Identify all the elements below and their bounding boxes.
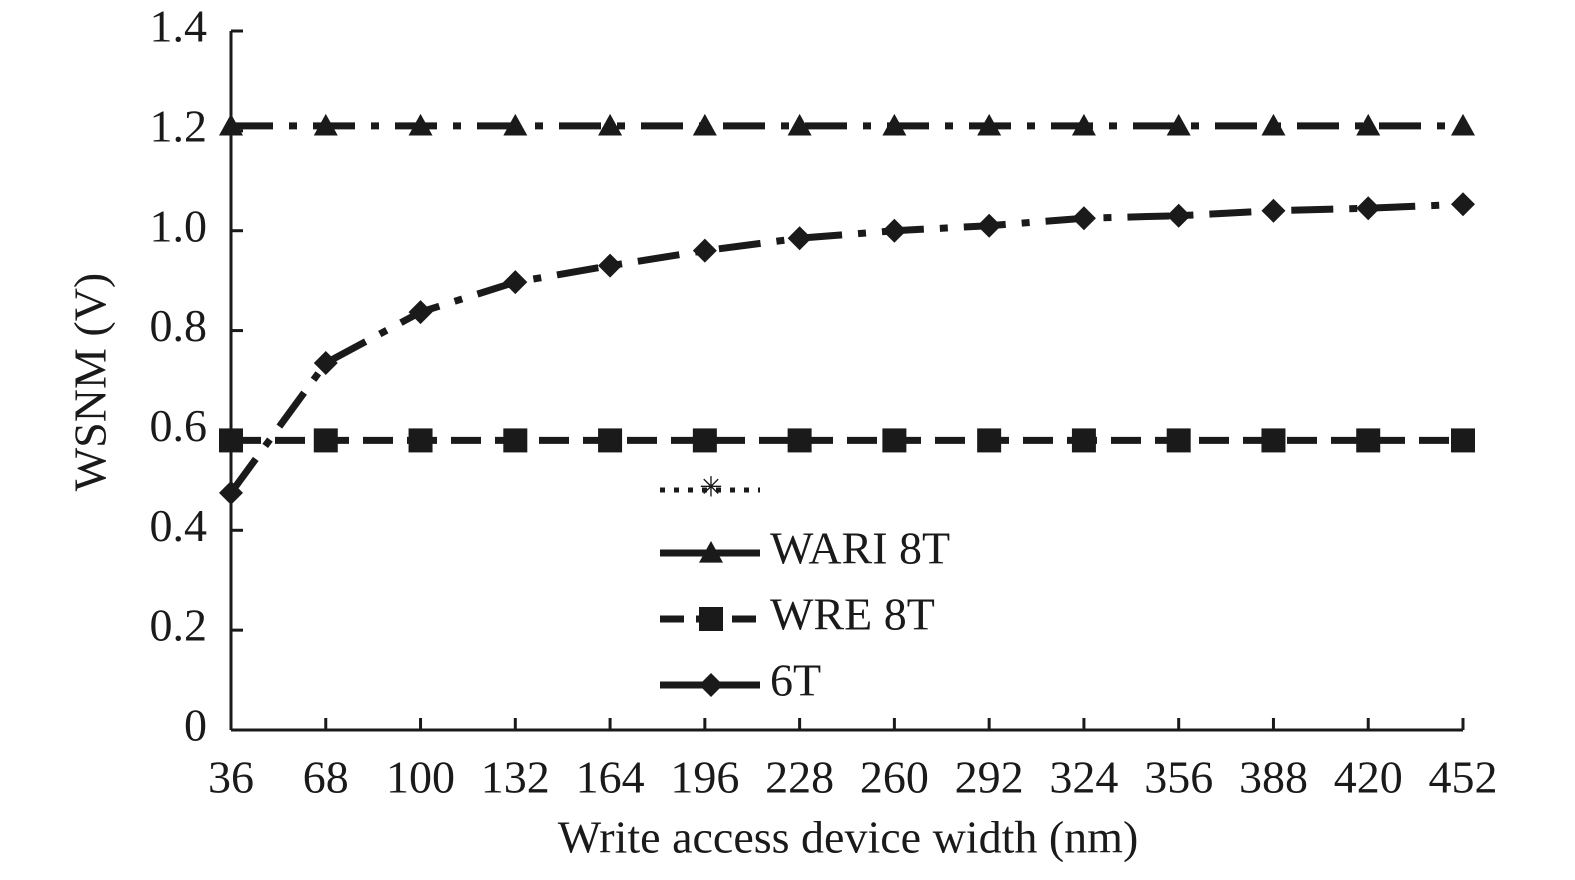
- y-tick-label: 0.6: [150, 400, 208, 451]
- x-tick-label: 164: [576, 752, 645, 803]
- marker: [882, 113, 907, 136]
- marker: [219, 113, 243, 136]
- y-tick-label: 1.4: [150, 1, 208, 52]
- marker: [1261, 113, 1286, 136]
- x-tick-label: 356: [1144, 752, 1213, 803]
- x-tick-label: 388: [1239, 752, 1308, 803]
- marker: [598, 253, 623, 278]
- marker: [692, 238, 717, 263]
- marker: [503, 428, 528, 453]
- marker: [1451, 113, 1475, 136]
- marker: [787, 226, 812, 251]
- marker: [408, 428, 433, 453]
- legend-label: 6T: [770, 655, 821, 706]
- marker: [1166, 428, 1191, 453]
- x-tick-label: 228: [765, 752, 834, 803]
- marker: [503, 113, 528, 136]
- marker: [1261, 198, 1286, 223]
- marker: [1071, 428, 1096, 453]
- marker: [977, 213, 1002, 238]
- marker: [692, 428, 717, 453]
- x-tick-label: 260: [860, 752, 929, 803]
- x-tick-label: 452: [1429, 752, 1498, 803]
- y-tick-label: 0.8: [150, 300, 208, 351]
- marker: [1356, 113, 1381, 136]
- marker: [503, 270, 528, 295]
- marker: [1166, 113, 1191, 136]
- marker: [313, 113, 338, 136]
- legend-marker: ✳: [699, 472, 722, 503]
- marker: [882, 218, 907, 243]
- legend-label: WARI 8T: [770, 523, 950, 574]
- marker: [219, 428, 243, 453]
- y-tick-label: 0.4: [150, 500, 208, 551]
- marker: [1071, 206, 1096, 231]
- x-tick-label: 132: [481, 752, 550, 803]
- marker: [408, 300, 433, 325]
- marker: [219, 480, 243, 505]
- y-axis-label: WSNM (V): [65, 273, 116, 491]
- marker: [1356, 196, 1381, 221]
- marker: [692, 113, 717, 136]
- marker: [882, 428, 907, 453]
- marker: [1451, 428, 1475, 453]
- marker: [787, 113, 812, 136]
- marker: [598, 113, 623, 136]
- marker: [1261, 428, 1286, 453]
- x-tick-label: 292: [955, 752, 1024, 803]
- legend-label: WRE 8T: [770, 589, 935, 640]
- marker: [1166, 203, 1191, 228]
- marker: [699, 607, 723, 631]
- marker: [598, 428, 623, 453]
- series-line: [228, 200, 1464, 495]
- marker: [977, 113, 1002, 136]
- x-tick-label: 196: [670, 752, 739, 803]
- x-tick-label: 100: [386, 752, 455, 803]
- marker: [977, 428, 1002, 453]
- x-tick-label: 36: [208, 752, 254, 803]
- y-tick-label: 0: [184, 700, 207, 751]
- marker: [408, 113, 433, 136]
- x-tick-label: 324: [1049, 752, 1118, 803]
- legend-blank-entry: ✳: [660, 472, 760, 503]
- y-tick-label: 1.2: [150, 100, 208, 151]
- marker: [313, 351, 338, 376]
- y-tick-label: 1.0: [150, 200, 208, 251]
- marker: [1451, 192, 1475, 217]
- x-tick-label: 68: [303, 752, 349, 803]
- marker: [699, 541, 723, 563]
- marker: [787, 428, 812, 453]
- x-axis-label: Write access device width (nm): [558, 812, 1139, 863]
- marker: [313, 428, 338, 453]
- y-tick-label: 0.2: [150, 600, 208, 651]
- marker: [1071, 113, 1096, 136]
- marker: [699, 673, 723, 697]
- marker: [1356, 428, 1381, 453]
- x-tick-label: 420: [1334, 752, 1403, 803]
